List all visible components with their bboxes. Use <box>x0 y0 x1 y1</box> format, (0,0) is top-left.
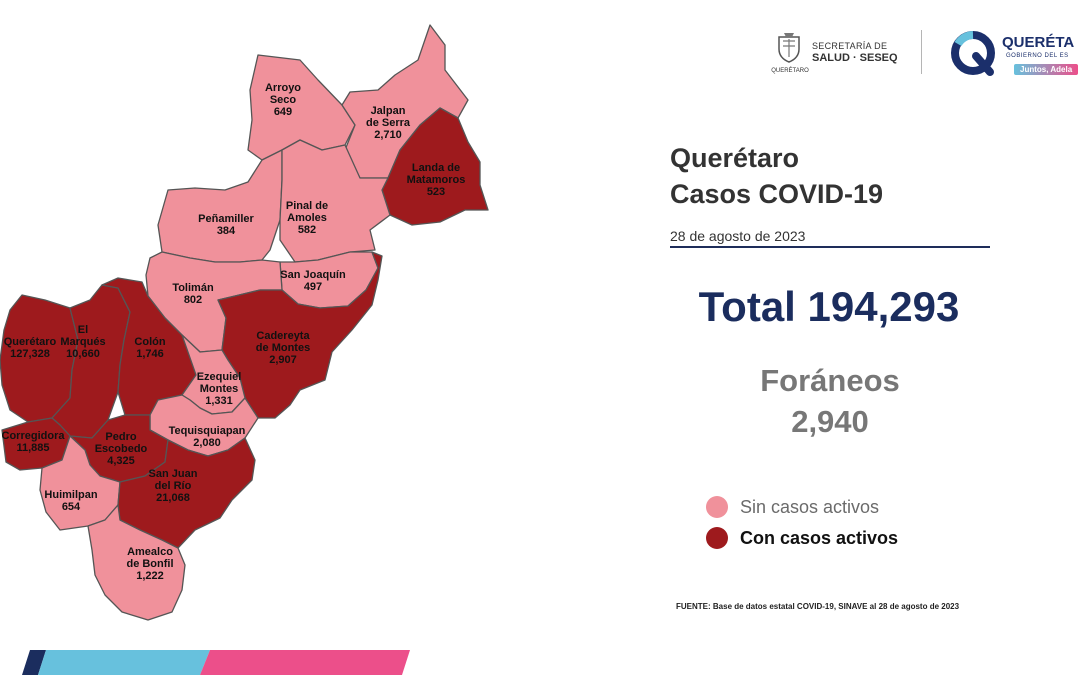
label-colon: Colón 1,746 <box>134 336 165 360</box>
municipio-cadereyta <box>217 251 383 419</box>
label-arroyo-seco: Arroyo Seco 649 <box>265 82 301 118</box>
label-amealco: Amealco de Bonfil 1,222 <box>126 546 173 582</box>
label-san-juan: San Juan del Río 21,068 <box>149 468 198 504</box>
legend-sin-casos: Sin casos activos <box>706 495 879 519</box>
secretaria-salud-logo: QUERÉTARO SECRETARÍA DE SALUD · SESEQ <box>770 28 920 80</box>
legend-dot-sin <box>706 496 728 518</box>
legend-con-casos: Con casos activos <box>706 526 898 550</box>
legend-dot-con <box>706 527 728 549</box>
gobierno-name: QUERÉTA <box>1002 34 1075 51</box>
label-tequisquiapan: Tequisquiapan 2,080 <box>169 425 246 449</box>
legend-label-con: Con casos activos <box>740 527 899 548</box>
legend-label-sin: Sin casos activos <box>740 496 880 517</box>
label-ezequiel: Ezequiel Montes 1,331 <box>197 371 242 407</box>
secretaria-line1: SECRETARÍA DE <box>812 41 888 51</box>
secretaria-line2: SALUD · SESEQ <box>812 52 898 64</box>
label-el-marques: El Marqués 10,660 <box>60 324 105 360</box>
label-penamiller: Peñamiller 384 <box>198 213 254 237</box>
municipio-pinal <box>279 139 391 263</box>
label-queretaro: Querétaro 127,328 <box>4 336 57 360</box>
state-crest-icon <box>778 33 800 63</box>
total-cases: Total 194,293 <box>698 283 960 330</box>
title-subject: Casos COVID-19 <box>670 179 884 209</box>
date-divider <box>670 246 990 248</box>
label-landa: Landa de Matamoros 523 <box>407 162 466 198</box>
logo-separator <box>921 30 922 74</box>
label-corregidora: Corregidora 11,885 <box>2 430 66 454</box>
gobierno-tagline: Juntos, Adela <box>1014 64 1079 75</box>
crest-caption: QUERÉTARO <box>771 68 809 74</box>
label-jalpan: Jalpan de Serra 2,710 <box>366 105 411 141</box>
label-pedro-escobedo: Pedro Escobedo 4,325 <box>95 431 148 467</box>
q-logo-icon <box>951 31 995 76</box>
label-toliman: Tolimán 802 <box>172 282 214 306</box>
gobierno-sub: GOBIERNO DEL ES <box>1006 53 1069 59</box>
report-date: 28 de agosto de 2023 <box>670 228 806 244</box>
label-huimilpan: Huimilpan 654 <box>44 489 97 513</box>
municipio-penamiller <box>157 149 283 263</box>
label-cadereyta: Cadereyta de Montes 2,907 <box>256 330 311 366</box>
queretaro-municipal-map: Arroyo Seco 649 Jalpan de Serra 2,710 Landa de… <box>0 24 489 621</box>
municipio-amealco <box>87 504 186 621</box>
foraneos-value: 2,940 <box>791 404 869 439</box>
source-note: FUENTE: Base de datos estatal COVID-19, … <box>676 602 960 611</box>
label-san-joaquin: San Joaquín 497 <box>280 269 346 293</box>
footer-color-bar <box>22 650 410 675</box>
title-state: Querétaro <box>670 143 800 173</box>
label-pinal: Pinal de Amoles 582 <box>286 200 328 236</box>
gobierno-queretaro-logo: QUERÉTA GOBIERNO DEL ES Juntos, Adela <box>950 28 1080 86</box>
foraneos-label: Foráneos <box>760 363 900 398</box>
